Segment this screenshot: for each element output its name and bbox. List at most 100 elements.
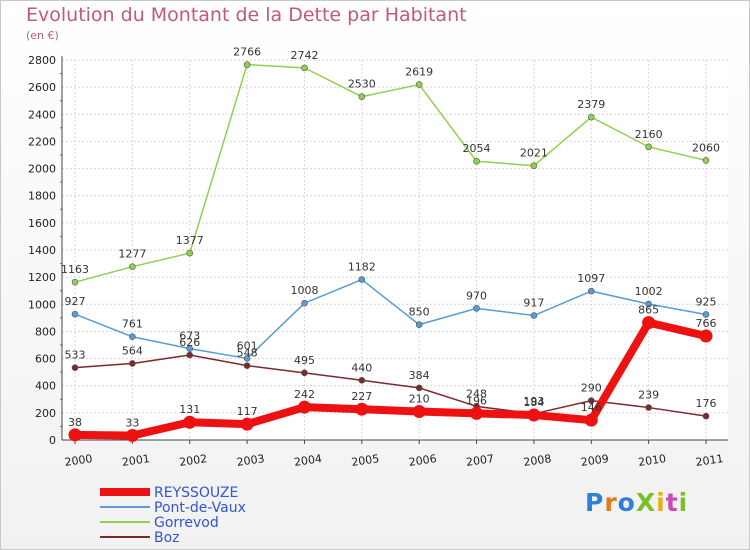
x-tick-label: 2007 — [465, 452, 495, 469]
series-lines — [68, 61, 713, 443]
data-label: 2054 — [463, 142, 491, 155]
legend-label: Pont-de-Vaux — [154, 500, 246, 516]
data-point — [183, 415, 197, 429]
y-tick-label: 2800 — [28, 54, 56, 67]
x-tick-label: 2000 — [64, 452, 94, 469]
data-label: 850 — [409, 306, 430, 319]
data-label: 196 — [466, 394, 487, 407]
data-point — [587, 113, 595, 121]
x-tick-label: 2004 — [293, 452, 323, 469]
chart-subtitle: (en €) — [26, 29, 59, 42]
x-tick-label: 2009 — [580, 452, 610, 469]
data-label: 970 — [466, 289, 487, 302]
y-tick-label: 1400 — [28, 244, 56, 257]
data-label: 146 — [581, 401, 602, 414]
data-point — [530, 312, 538, 319]
data-label: 1377 — [176, 234, 204, 247]
proxiti-logo: ProXiti — [585, 488, 689, 517]
x-tick-label: 2005 — [351, 452, 381, 469]
data-point — [473, 305, 480, 312]
data-label: 766 — [696, 317, 717, 330]
chart-title: Evolution du Montant de la Dette par Hab… — [26, 4, 467, 26]
data-point — [470, 406, 484, 420]
data-point — [642, 316, 656, 330]
series-line-reyssouze — [74, 318, 707, 440]
data-label: 548 — [237, 347, 258, 360]
data-label: 1182 — [348, 261, 376, 274]
data-label: 1002 — [635, 285, 663, 298]
data-point — [243, 355, 251, 362]
data-point — [129, 263, 136, 270]
x-tick-label: 2011 — [695, 452, 725, 469]
legend-label: Boz — [154, 530, 180, 546]
data-label: 1277 — [118, 248, 146, 261]
data-point — [587, 287, 595, 295]
y-tick-label: 1600 — [28, 217, 56, 230]
data-label: 210 — [409, 393, 430, 406]
x-tick-label: 2002 — [178, 452, 208, 469]
y-tick-label: 1200 — [28, 271, 56, 284]
y-tick-label: 2000 — [28, 163, 56, 176]
data-point — [186, 249, 194, 257]
data-point — [645, 404, 652, 411]
data-label: 533 — [65, 349, 86, 362]
data-point — [129, 360, 136, 367]
data-point — [240, 417, 254, 431]
data-label: 117 — [237, 405, 258, 418]
y-tick-label: 600 — [35, 353, 56, 366]
data-label: 2160 — [635, 128, 663, 141]
series-line-gorrevod — [74, 63, 707, 283]
data-label: 2766 — [233, 46, 261, 59]
data-point — [243, 61, 251, 68]
data-label: 925 — [696, 295, 717, 308]
data-label: 2379 — [577, 98, 605, 111]
data-point — [415, 81, 423, 88]
data-point — [358, 93, 366, 100]
data-point — [645, 143, 652, 151]
data-point — [358, 276, 366, 283]
data-label: 384 — [409, 369, 430, 382]
data-label: 248 — [466, 387, 487, 400]
data-label: 33 — [125, 417, 139, 430]
data-label: 626 — [179, 336, 200, 349]
data-point — [71, 278, 79, 286]
y-tick-label: 800 — [35, 325, 56, 338]
data-label: 673 — [179, 330, 200, 343]
data-label: 865 — [638, 304, 659, 317]
data-point — [473, 157, 480, 165]
x-tick-label: 2001 — [121, 452, 151, 469]
data-label: 564 — [122, 344, 143, 357]
data-label: 1008 — [290, 284, 318, 297]
data-label: 239 — [638, 389, 659, 402]
data-label: 1097 — [577, 272, 605, 285]
data-point — [702, 157, 710, 164]
data-label: 1163 — [61, 263, 89, 276]
data-point — [415, 321, 423, 328]
data-label: 176 — [696, 397, 717, 410]
data-point — [587, 397, 595, 404]
y-tick-label: 1800 — [28, 190, 56, 203]
data-point — [702, 412, 710, 420]
y-tick-label: 2400 — [28, 108, 56, 121]
data-point — [243, 362, 251, 369]
data-point — [71, 310, 79, 318]
data-label: 495 — [294, 354, 315, 367]
data-point — [645, 300, 652, 308]
data-point — [301, 369, 308, 377]
x-tick-label: 2008 — [523, 452, 553, 469]
data-labels: 533 564 626 548 495 440 384 248 193 290 239 176 1163… — [61, 46, 720, 430]
legend-label: Gorrevod — [154, 515, 219, 531]
data-label: 131 — [179, 403, 200, 416]
data-point — [358, 376, 366, 384]
data-label: 38 — [68, 416, 82, 429]
grid — [62, 59, 728, 441]
y-tick-label: 2200 — [28, 135, 56, 148]
y-tick-label: 0 — [49, 434, 56, 447]
legend-label: REYSSOUZE — [154, 485, 238, 501]
data-label: 601 — [237, 339, 258, 352]
data-point — [186, 345, 194, 352]
data-point — [186, 351, 194, 359]
data-point — [68, 428, 82, 442]
data-point — [355, 402, 369, 416]
